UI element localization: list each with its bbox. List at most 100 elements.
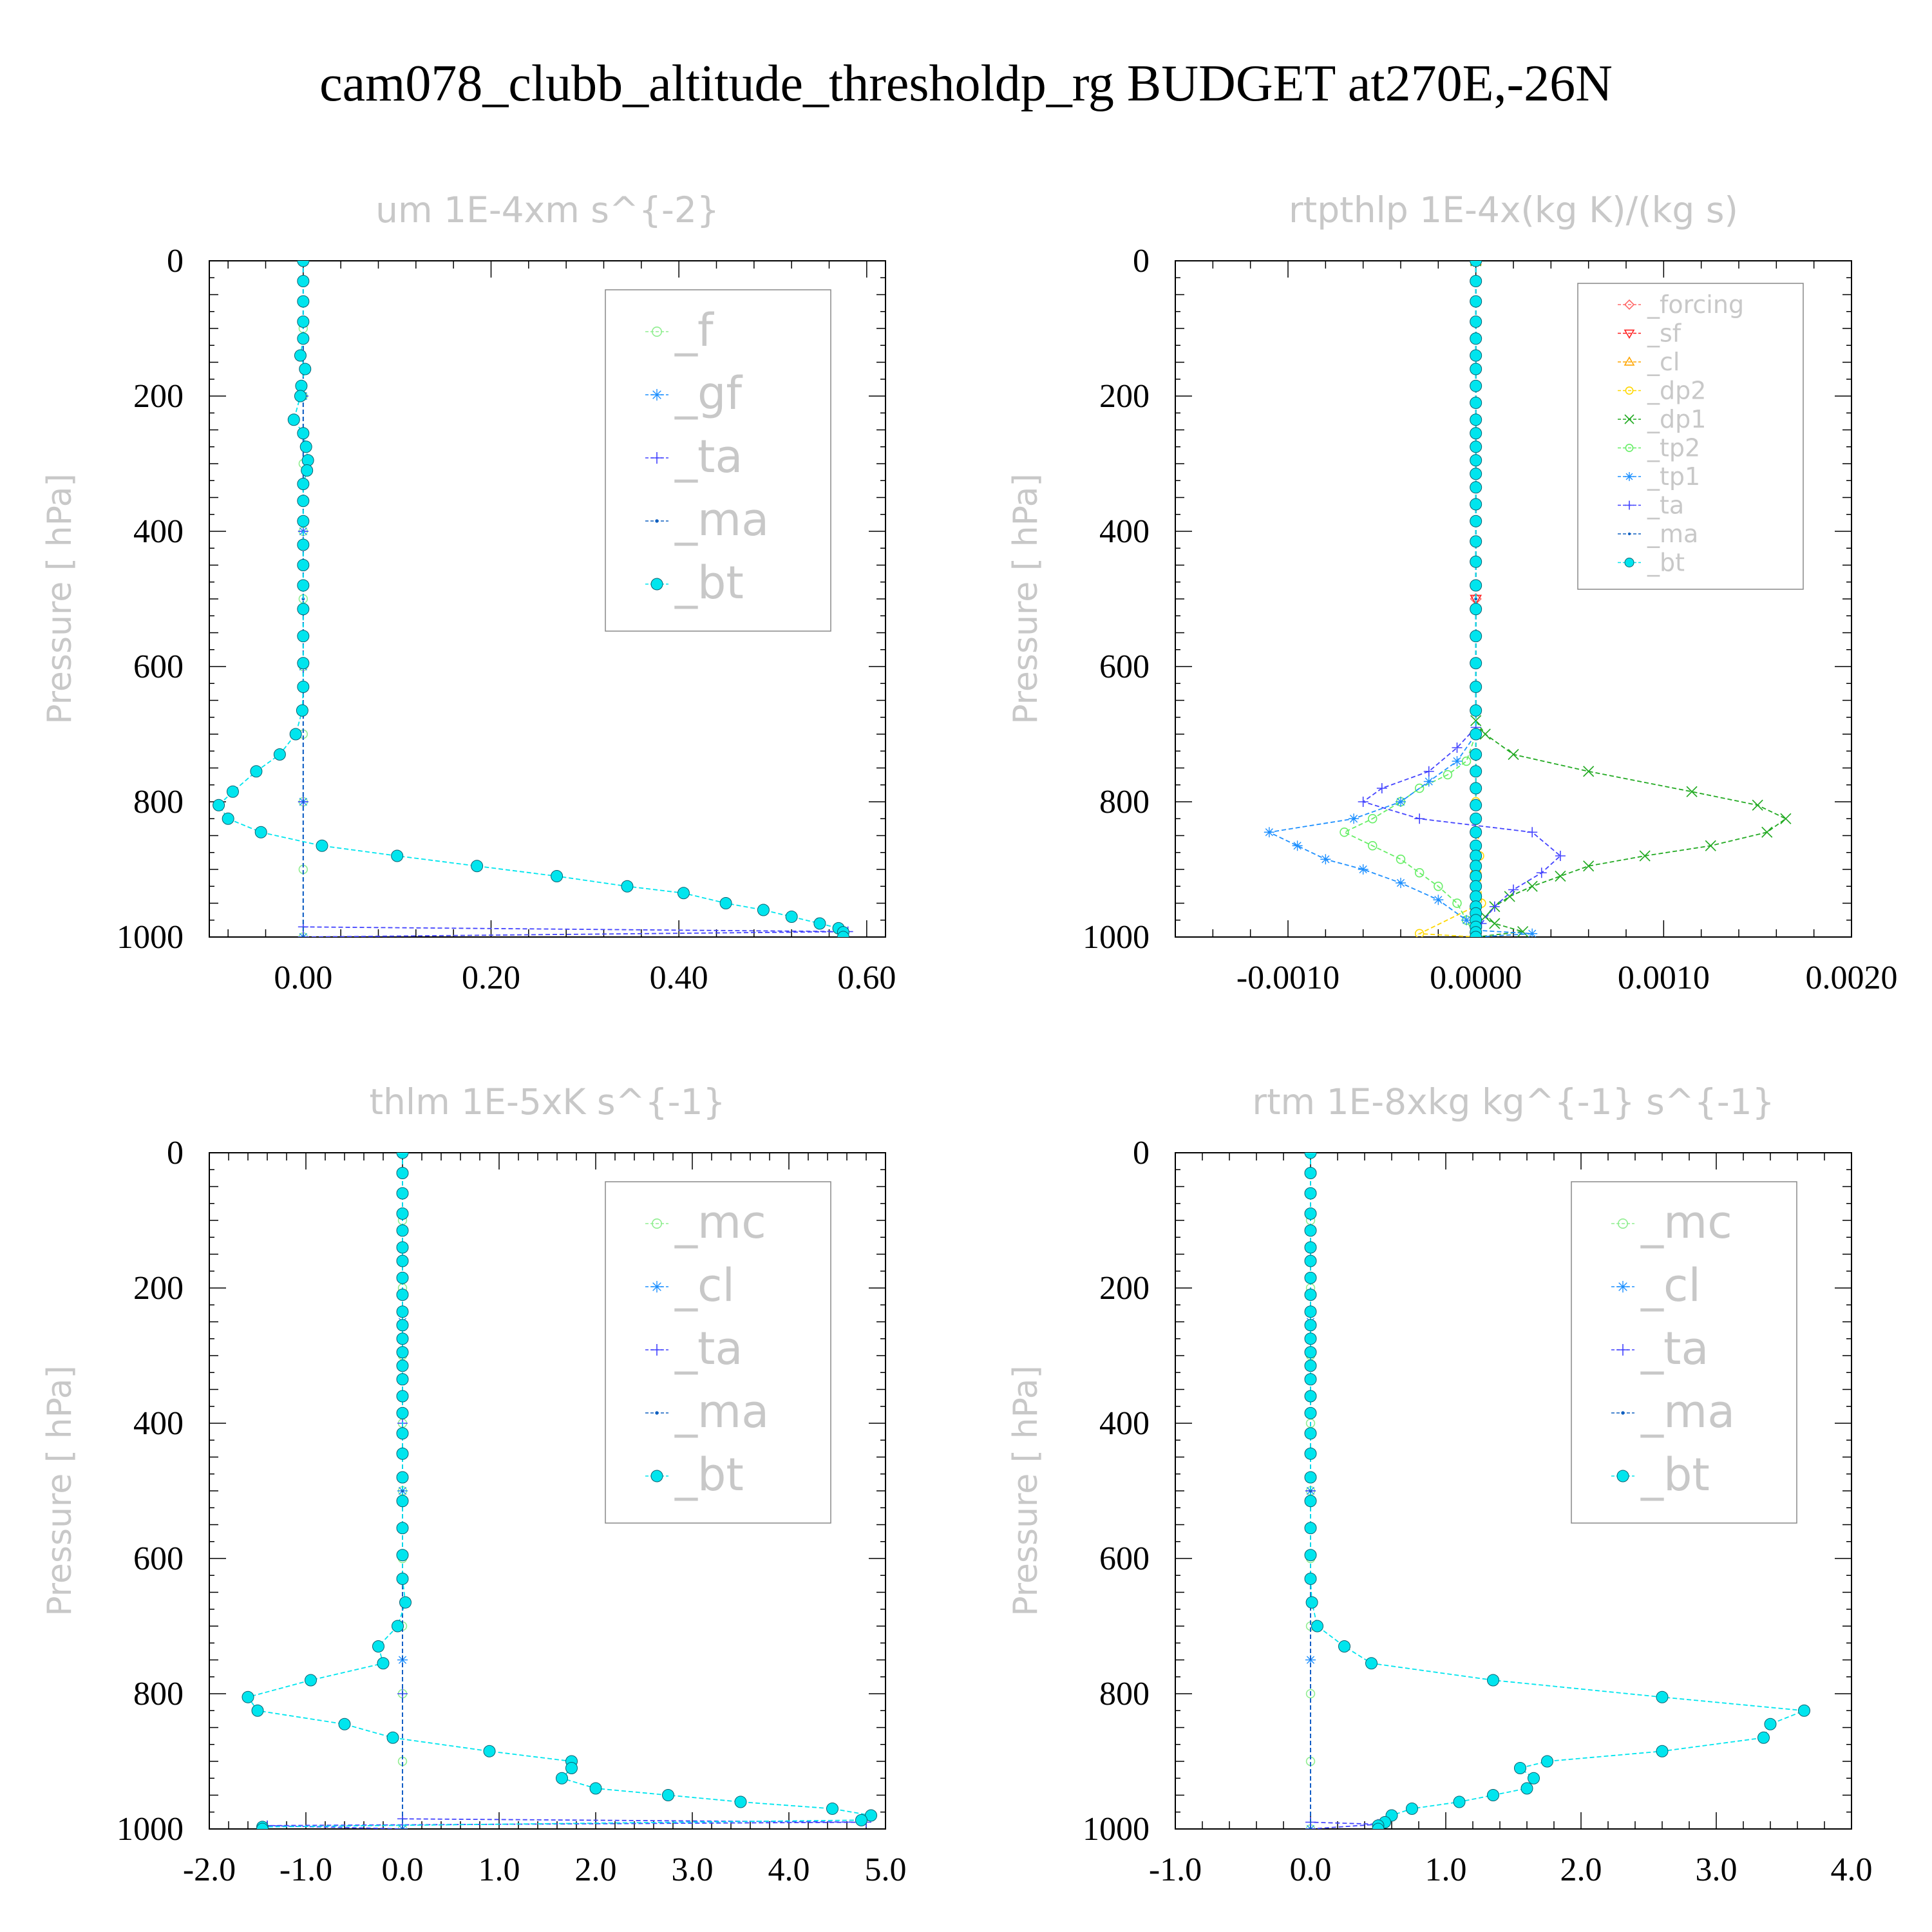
legend-marker bbox=[1617, 1281, 1629, 1293]
data-point bbox=[396, 1573, 409, 1585]
data-point bbox=[1470, 555, 1482, 568]
data-point bbox=[226, 785, 239, 798]
data-point bbox=[1414, 929, 1425, 937]
legend-marker bbox=[1616, 1470, 1629, 1482]
data-point bbox=[1536, 867, 1547, 878]
x-tick-label: 3.0 bbox=[1696, 1852, 1738, 1888]
data-point bbox=[1470, 630, 1482, 643]
data-point bbox=[1304, 1522, 1317, 1535]
x-tick-label: 3.0 bbox=[672, 1852, 714, 1888]
data-point bbox=[305, 1674, 317, 1687]
data-point bbox=[1470, 748, 1482, 761]
series-tp1 bbox=[1264, 261, 1538, 937]
data-point bbox=[1487, 1789, 1499, 1801]
data-point bbox=[396, 1427, 409, 1440]
data-point bbox=[297, 579, 310, 592]
data-point bbox=[242, 1690, 254, 1703]
data-point bbox=[1304, 1319, 1317, 1332]
legend: _mc _cl _ta _ma _bt bbox=[605, 1181, 831, 1524]
data-point bbox=[551, 870, 564, 882]
legend-item-ma: _ma bbox=[1618, 520, 1698, 548]
x-tick-label: 4.0 bbox=[768, 1852, 810, 1888]
data-point bbox=[1470, 603, 1482, 616]
legend-box bbox=[1571, 1181, 1797, 1524]
legend-item-forcing: _forcing bbox=[1618, 290, 1744, 319]
legend-marker bbox=[1621, 1411, 1625, 1415]
axis-ticks bbox=[1175, 260, 1852, 938]
x-tick-label: 1.0 bbox=[478, 1852, 520, 1888]
data-point bbox=[1639, 850, 1651, 862]
legend-item-bt: _bt bbox=[645, 1448, 744, 1501]
data-point bbox=[391, 849, 404, 862]
legend-item-cl: _cl bbox=[1611, 1259, 1701, 1312]
y-tick-label: 800 bbox=[133, 784, 184, 820]
data-point bbox=[396, 1289, 409, 1301]
data-point bbox=[556, 1772, 568, 1785]
data-point bbox=[1368, 841, 1378, 851]
legend-marker bbox=[1624, 356, 1635, 366]
legend-label: _bt bbox=[674, 1448, 744, 1501]
legend-marker bbox=[650, 1470, 663, 1482]
data-point bbox=[1292, 840, 1303, 851]
data-layer bbox=[1304, 1153, 1810, 1829]
data-point bbox=[1452, 743, 1463, 753]
data-point bbox=[297, 657, 310, 670]
data-point bbox=[1304, 1346, 1317, 1359]
legend-item-ma: _ma bbox=[1611, 1385, 1735, 1438]
data-point bbox=[297, 515, 310, 527]
data-point bbox=[662, 1789, 674, 1801]
data-point bbox=[1470, 261, 1482, 267]
data-point bbox=[401, 1827, 404, 1829]
legend-item-ta: _ta bbox=[645, 430, 743, 483]
data-point bbox=[299, 363, 312, 375]
legend-label: _ta bbox=[674, 430, 743, 483]
panel-title: rtpthlp 1E-4x(kg K)/(kg s) bbox=[1289, 189, 1738, 231]
data-point bbox=[287, 413, 300, 426]
data-point bbox=[1358, 797, 1368, 807]
data-point bbox=[1470, 515, 1482, 527]
x-tick-label: 5.0 bbox=[865, 1852, 907, 1888]
data-point bbox=[1470, 579, 1482, 592]
data-point bbox=[1309, 1489, 1312, 1493]
legend-marker bbox=[1625, 472, 1634, 481]
y-axis-label: Pressure [ hPa] bbox=[41, 1365, 79, 1616]
data-point bbox=[297, 275, 310, 287]
data-point bbox=[1304, 1255, 1317, 1267]
legend-item-tp1: _tp1 bbox=[1618, 462, 1700, 491]
data-point bbox=[1470, 728, 1482, 741]
data-point bbox=[396, 1224, 409, 1237]
data-point bbox=[1757, 1731, 1770, 1744]
x-tick-label: 4.0 bbox=[1831, 1852, 1873, 1888]
y-tick-label: 800 bbox=[133, 1676, 184, 1712]
data-point bbox=[1320, 854, 1331, 865]
data-point bbox=[1798, 1704, 1810, 1717]
y-tick-label: 400 bbox=[1099, 1405, 1150, 1442]
legend-item-bt: _bt bbox=[1618, 549, 1685, 577]
data-point bbox=[1304, 1305, 1317, 1318]
data-point bbox=[1555, 851, 1566, 861]
y-tick-label: 400 bbox=[133, 513, 184, 550]
legend-item-tp2: _tp2 bbox=[1618, 434, 1700, 462]
y-axis-label: Pressure [ hPa] bbox=[1007, 1365, 1045, 1616]
y-tick-label: 600 bbox=[1099, 1540, 1150, 1577]
data-point bbox=[471, 860, 484, 873]
data-point bbox=[396, 1153, 409, 1159]
data-point bbox=[1304, 1390, 1317, 1403]
y-tick-label: 800 bbox=[1099, 1676, 1150, 1712]
series-line-tp2 bbox=[1343, 261, 1477, 937]
legend-item-cl: _cl bbox=[645, 1259, 735, 1312]
data-point bbox=[677, 887, 690, 900]
data-point bbox=[294, 390, 307, 402]
data-point bbox=[1479, 728, 1491, 740]
data-point bbox=[1453, 1795, 1466, 1808]
data-point bbox=[1470, 826, 1482, 838]
data-point bbox=[1414, 868, 1425, 878]
chart-panel-thlm: thlm 1E-5xK s^{-1} Pressure [ hPa] 0 200 400… bbox=[41, 1081, 907, 1888]
axis-ticks bbox=[209, 260, 886, 938]
y-axis-label: Pressure [ hPa] bbox=[41, 473, 79, 724]
data-point bbox=[826, 1803, 838, 1815]
data-point bbox=[1304, 1153, 1317, 1159]
data-point bbox=[301, 454, 314, 467]
series-line-ta bbox=[1361, 261, 1562, 937]
data-point bbox=[1396, 855, 1406, 864]
